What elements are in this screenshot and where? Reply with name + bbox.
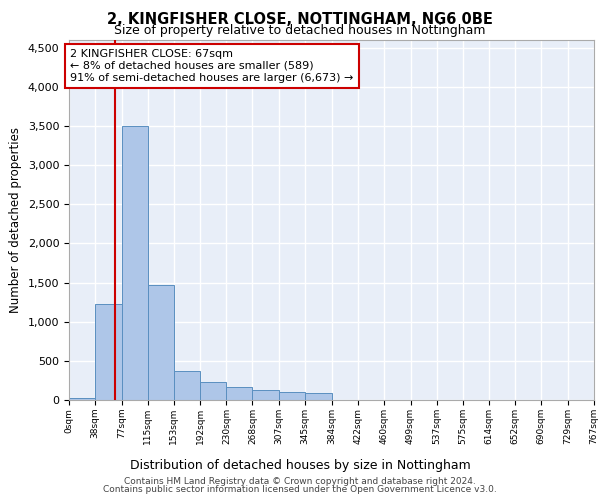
Bar — [279, 392, 305, 400]
Text: Contains HM Land Registry data © Crown copyright and database right 2024.: Contains HM Land Registry data © Crown c… — [124, 477, 476, 486]
Bar — [148, 285, 174, 400]
Text: Contains public sector information licensed under the Open Government Licence v3: Contains public sector information licen… — [103, 484, 497, 494]
Text: 2 KINGFISHER CLOSE: 67sqm
← 8% of detached houses are smaller (589)
91% of semi-: 2 KINGFISHER CLOSE: 67sqm ← 8% of detach… — [70, 50, 354, 82]
Bar — [253, 390, 279, 400]
Bar — [305, 393, 332, 400]
Bar — [95, 304, 122, 400]
Text: 2, KINGFISHER CLOSE, NOTTINGHAM, NG6 0BE: 2, KINGFISHER CLOSE, NOTTINGHAM, NG6 0BE — [107, 12, 493, 28]
Bar — [122, 126, 148, 400]
Text: Size of property relative to detached houses in Nottingham: Size of property relative to detached ho… — [114, 24, 486, 37]
Bar — [226, 386, 253, 400]
Bar — [174, 371, 200, 400]
Bar — [69, 398, 95, 400]
Y-axis label: Number of detached properties: Number of detached properties — [9, 127, 22, 313]
Bar — [200, 382, 226, 400]
Text: Distribution of detached houses by size in Nottingham: Distribution of detached houses by size … — [130, 460, 470, 472]
